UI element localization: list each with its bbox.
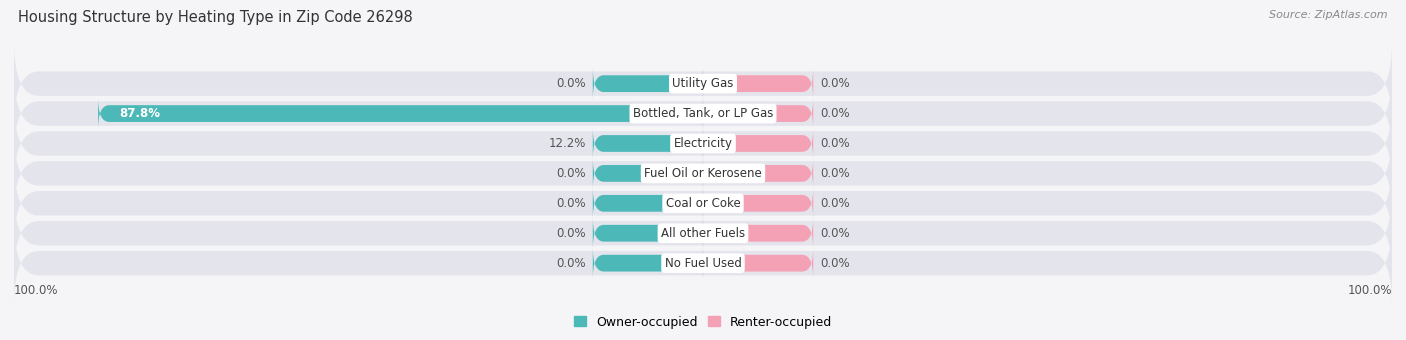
FancyBboxPatch shape — [703, 218, 813, 249]
Text: 0.0%: 0.0% — [820, 167, 849, 180]
Text: Housing Structure by Heating Type in Zip Code 26298: Housing Structure by Heating Type in Zip… — [18, 10, 413, 25]
FancyBboxPatch shape — [14, 72, 1392, 155]
Text: 12.2%: 12.2% — [548, 137, 586, 150]
FancyBboxPatch shape — [14, 192, 1392, 275]
FancyBboxPatch shape — [703, 158, 813, 189]
Text: 87.8%: 87.8% — [118, 107, 160, 120]
FancyBboxPatch shape — [14, 102, 1392, 185]
FancyBboxPatch shape — [593, 248, 703, 279]
Text: 0.0%: 0.0% — [557, 167, 586, 180]
FancyBboxPatch shape — [593, 68, 703, 99]
Text: 0.0%: 0.0% — [557, 197, 586, 210]
FancyBboxPatch shape — [14, 132, 1392, 215]
Text: Fuel Oil or Kerosene: Fuel Oil or Kerosene — [644, 167, 762, 180]
Text: No Fuel Used: No Fuel Used — [665, 257, 741, 270]
FancyBboxPatch shape — [14, 162, 1392, 245]
FancyBboxPatch shape — [703, 188, 813, 219]
Text: Electricity: Electricity — [673, 137, 733, 150]
FancyBboxPatch shape — [703, 98, 813, 129]
Text: 0.0%: 0.0% — [820, 107, 849, 120]
FancyBboxPatch shape — [703, 68, 813, 99]
Text: 0.0%: 0.0% — [820, 257, 849, 270]
Text: Utility Gas: Utility Gas — [672, 77, 734, 90]
FancyBboxPatch shape — [593, 128, 703, 159]
Text: 0.0%: 0.0% — [557, 227, 586, 240]
FancyBboxPatch shape — [14, 222, 1392, 305]
Text: 0.0%: 0.0% — [557, 77, 586, 90]
Text: Bottled, Tank, or LP Gas: Bottled, Tank, or LP Gas — [633, 107, 773, 120]
Text: 100.0%: 100.0% — [14, 284, 59, 296]
FancyBboxPatch shape — [593, 218, 703, 249]
FancyBboxPatch shape — [703, 128, 813, 159]
Text: 0.0%: 0.0% — [820, 137, 849, 150]
FancyBboxPatch shape — [703, 248, 813, 279]
FancyBboxPatch shape — [14, 42, 1392, 125]
Legend: Owner-occupied, Renter-occupied: Owner-occupied, Renter-occupied — [574, 316, 832, 329]
FancyBboxPatch shape — [98, 98, 703, 129]
Text: Source: ZipAtlas.com: Source: ZipAtlas.com — [1270, 10, 1388, 20]
Text: 0.0%: 0.0% — [820, 227, 849, 240]
FancyBboxPatch shape — [593, 158, 703, 189]
Text: All other Fuels: All other Fuels — [661, 227, 745, 240]
Text: 100.0%: 100.0% — [1347, 284, 1392, 296]
Text: Coal or Coke: Coal or Coke — [665, 197, 741, 210]
Text: 0.0%: 0.0% — [820, 197, 849, 210]
FancyBboxPatch shape — [593, 188, 703, 219]
Text: 0.0%: 0.0% — [820, 77, 849, 90]
Text: 0.0%: 0.0% — [557, 257, 586, 270]
